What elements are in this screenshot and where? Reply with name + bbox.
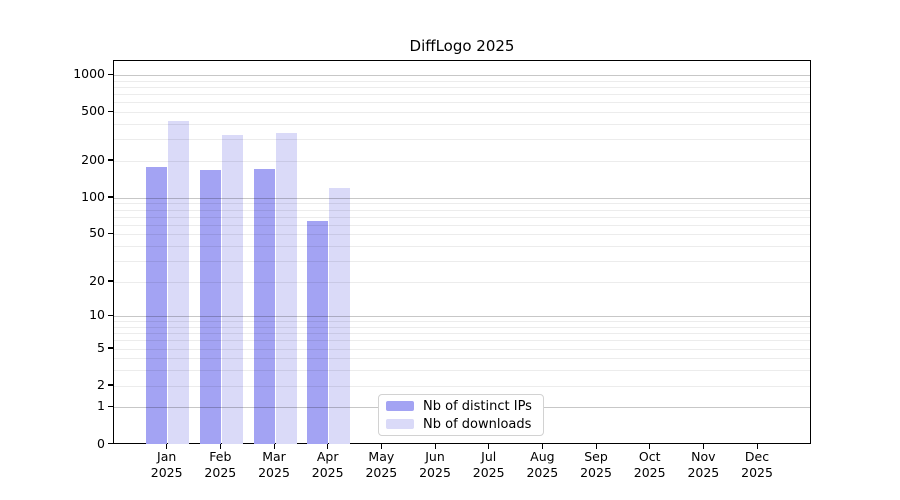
x-tick-label-month: Aug [530,449,555,464]
x-tick-label-year: 2025 [687,464,720,480]
x-tick-label-year: 2025 [204,464,237,480]
x-tick-label-month: Nov [691,449,716,464]
x-tick-label-feb: Feb 2025 [192,449,248,480]
chart-title: DiffLogo 2025 [409,37,515,55]
x-tick-label-year: 2025 [150,464,183,480]
x-tick-mark [756,444,758,449]
x-tick-label-year: 2025 [311,464,344,480]
x-tick-label-year: 2025 [633,464,666,480]
x-tick-label-month: Jan [157,449,177,464]
y-tick-label: 500 [81,103,105,119]
legend-label-downloads: Nb of downloads [423,416,532,432]
y-tick-label: 0 [97,435,105,451]
x-tick-mark [649,444,651,449]
x-tick-label-year: 2025 [741,464,773,480]
x-tick-mark [219,444,222,449]
x-tick-mark [380,444,383,449]
bar-feb-downloads [221,134,243,445]
bar-feb-distinct-ips [199,169,221,445]
bar-apr-distinct-ips [307,220,329,445]
x-tick-label-jan: Jan 2025 [139,449,195,480]
x-tick-mark [273,444,275,449]
x-tick-label-oct: Oct 2025 [622,449,678,480]
x-tick-label-month: Mar [262,449,286,464]
x-tick-label-month: Sep [584,449,608,464]
x-tick-label-year: 2025 [258,464,290,480]
y-tick-label: 10 [89,307,105,323]
y-tick-label: 20 [89,272,105,288]
y-tick-label: 1 [97,398,105,414]
x-tick-label-year: 2025 [419,464,451,480]
bar-layer [114,61,810,445]
x-tick-label-dec: Dec 2025 [729,449,785,480]
x-tick-label-month: Apr [316,449,339,464]
y-tick-label: 1000 [73,66,105,82]
legend-swatch-downloads [386,419,414,429]
legend: Nb of distinct IPs Nb of downloads [378,394,544,436]
x-tick-label-apr: Apr 2025 [300,449,356,480]
x-tick-mark [488,444,490,449]
x-tick-label-year: 2025 [580,464,612,480]
x-tick-mark [541,444,544,449]
x-tick-label-sep: Sep 2025 [568,449,624,480]
x-tick-label-year: 2025 [365,464,398,480]
x-tick-label-aug: Aug 2025 [514,449,570,480]
legend-swatch-distinct-ips [386,401,414,411]
y-tick-label: 50 [89,225,105,241]
bar-mar-downloads [275,133,297,445]
x-tick-label-month: Feb [209,449,232,464]
x-tick-label-jul: Jul 2025 [461,449,517,480]
y-tick-label: 5 [97,339,105,355]
x-tick-label-year: 2025 [472,464,505,480]
x-tick-label-jun: Jun 2025 [407,449,463,480]
x-tick-label-may: May 2025 [353,449,409,480]
y-tick-label: 100 [81,188,105,204]
bar-jan-downloads [168,121,190,445]
x-tick-mark [327,444,329,449]
x-tick-label-nov: Nov 2025 [675,449,731,480]
bar-jan-distinct-ips [146,167,168,445]
bar-mar-distinct-ips [253,169,275,445]
legend-label-distinct-ips: Nb of distinct IPs [423,398,532,414]
x-tick-label-mar: Mar 2025 [246,449,302,480]
y-tick-label: 2 [97,376,105,392]
x-tick-label-year: 2025 [526,464,559,480]
x-tick-label-month: May [368,449,395,464]
x-tick-label-month: Oct [638,449,661,464]
x-tick-mark [434,444,436,449]
x-tick-mark [595,444,597,449]
legend-row-downloads: Nb of downloads [386,417,543,432]
x-tick-label-month: Dec [744,449,770,464]
x-tick-label-month: Jul [481,449,497,464]
y-tick-label: 200 [81,151,105,167]
x-tick-label-month: Jun [425,449,445,464]
x-tick-mark [702,444,705,449]
x-tick-mark [166,444,168,449]
plot-area [113,60,811,445]
bar-apr-downloads [329,188,351,445]
legend-row-distinct-ips: Nb of distinct IPs [386,399,543,414]
